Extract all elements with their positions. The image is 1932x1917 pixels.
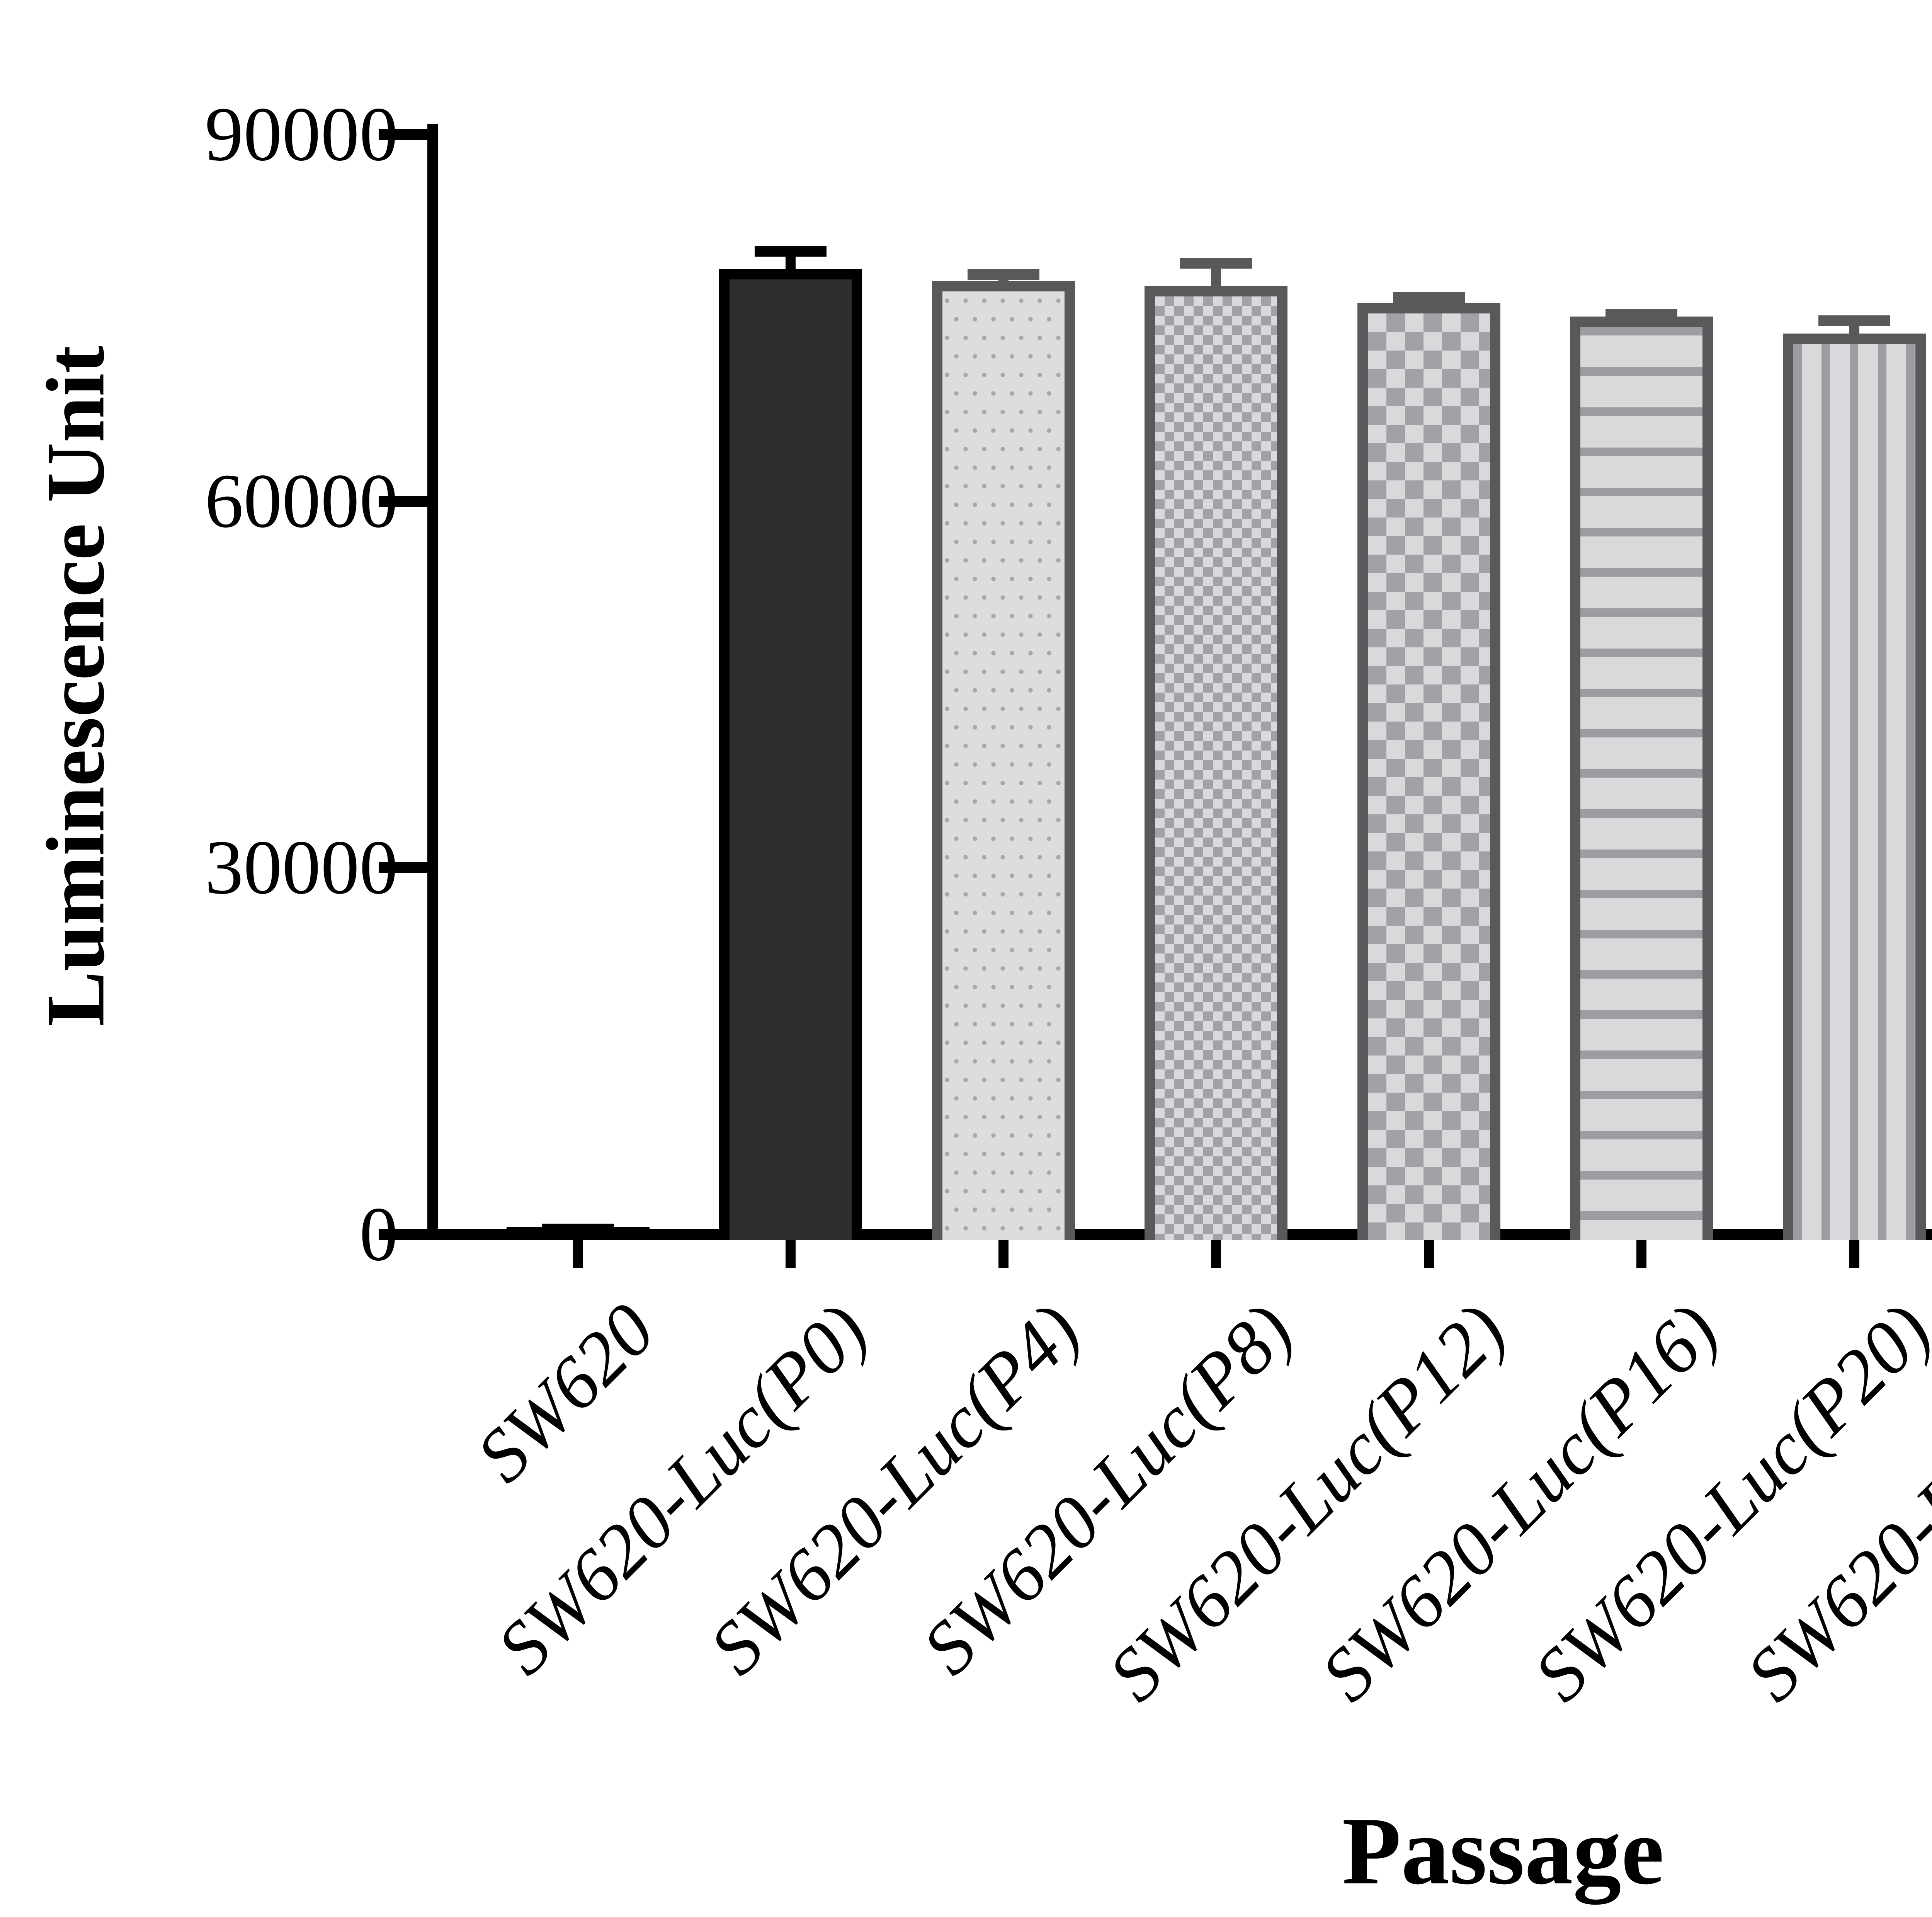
x-tick bbox=[1636, 1240, 1646, 1268]
bar-pattern-fill bbox=[730, 279, 852, 1240]
bar-pattern-fill bbox=[1793, 344, 1915, 1240]
bar-pattern-fill bbox=[1367, 313, 1490, 1240]
x-category-label: SW620-Luc(P0) bbox=[481, 1288, 883, 1691]
error-bar-stem bbox=[998, 279, 1009, 282]
error-bar-stem bbox=[1423, 302, 1434, 304]
bar bbox=[1145, 286, 1287, 1240]
error-bar-cap bbox=[1180, 258, 1252, 269]
bar bbox=[1782, 334, 1926, 1240]
x-axis-title: Passage bbox=[1342, 1798, 1664, 1905]
y-tick-label: 60000 bbox=[205, 458, 398, 544]
bar bbox=[1357, 303, 1500, 1240]
x-tick bbox=[573, 1240, 583, 1268]
error-bar-stem bbox=[1211, 268, 1221, 287]
y-tick-label: 90000 bbox=[205, 92, 398, 177]
x-category-label: SW620-Luc(P8) bbox=[906, 1288, 1309, 1691]
error-bar-cap bbox=[967, 269, 1039, 280]
bar bbox=[932, 281, 1075, 1240]
y-tick-label: 0 bbox=[359, 1192, 398, 1277]
bar-pattern-fill bbox=[1155, 296, 1277, 1240]
x-category-label: SW620-Luc(P16) bbox=[1305, 1288, 1734, 1717]
y-axis-line bbox=[427, 124, 438, 1240]
x-category-label: SW620 bbox=[461, 1288, 671, 1498]
x-category-label: SW620-Luc(P4) bbox=[694, 1288, 1096, 1691]
y-tick bbox=[379, 1229, 427, 1240]
bar-pattern-fill bbox=[942, 291, 1065, 1240]
error-bar-stem bbox=[1849, 325, 1859, 335]
error-bar-cap bbox=[755, 245, 827, 257]
x-category-label: SW620-Luc(P12) bbox=[1092, 1288, 1522, 1717]
x-tick bbox=[998, 1240, 1009, 1268]
bar bbox=[719, 269, 862, 1240]
error-bar-cap bbox=[1818, 315, 1890, 326]
y-tick bbox=[379, 862, 427, 873]
x-tick bbox=[786, 1240, 796, 1268]
y-tick bbox=[379, 129, 427, 140]
x-tick bbox=[1423, 1240, 1434, 1268]
error-bar-cap bbox=[1393, 292, 1465, 303]
bar bbox=[1570, 317, 1713, 1240]
bar bbox=[506, 1227, 650, 1240]
error-bar-stem bbox=[786, 255, 796, 270]
y-tick bbox=[379, 495, 427, 507]
bar-pattern-fill bbox=[1580, 327, 1702, 1240]
x-tick bbox=[1211, 1240, 1221, 1268]
x-tick bbox=[1849, 1240, 1859, 1268]
y-tick-label: 30000 bbox=[205, 825, 398, 911]
